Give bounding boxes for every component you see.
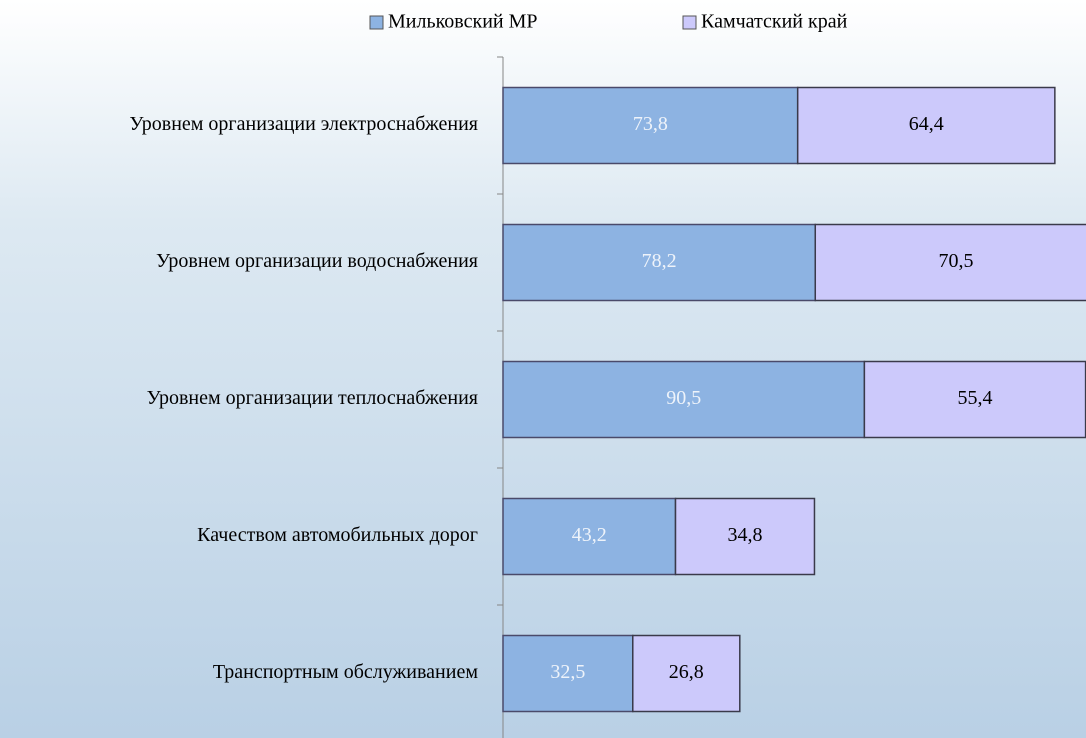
category-label: Транспортным обслуживанием — [213, 661, 479, 683]
bar-segment — [502, 360, 866, 439]
data-label: 26,8 — [669, 661, 704, 683]
bar-segment — [502, 86, 799, 165]
legend-label: Мильковский МР — [388, 11, 538, 33]
data-label: 32,5 — [550, 661, 585, 683]
bar-segment — [814, 223, 1086, 302]
data-label: 43,2 — [572, 524, 607, 546]
bar-segment — [796, 86, 1056, 165]
bar-segment — [674, 497, 816, 576]
data-label: 90,5 — [666, 387, 701, 409]
category-label: Качеством автомобильных дорог — [197, 524, 478, 546]
category-label: Уровнем организации теплоснабжения — [147, 387, 478, 409]
category-label: Уровнем организации электроснабжения — [129, 113, 478, 135]
bar-segment — [863, 360, 1086, 439]
bar-segment — [502, 497, 677, 576]
bar-segment — [632, 634, 741, 713]
data-label: 34,8 — [727, 524, 762, 546]
legend-label: Камчатский край — [701, 11, 848, 33]
data-label: 64,4 — [909, 113, 944, 135]
legend-swatch — [682, 15, 697, 30]
legend-swatch — [369, 15, 384, 30]
data-label: 55,4 — [957, 387, 992, 409]
data-label: 78,2 — [642, 250, 677, 272]
data-label: 73,8 — [633, 113, 668, 135]
category-label: Уровнем организации водоснабжения — [156, 250, 478, 272]
bar-segment — [502, 634, 634, 713]
data-label: 70,5 — [939, 250, 974, 272]
